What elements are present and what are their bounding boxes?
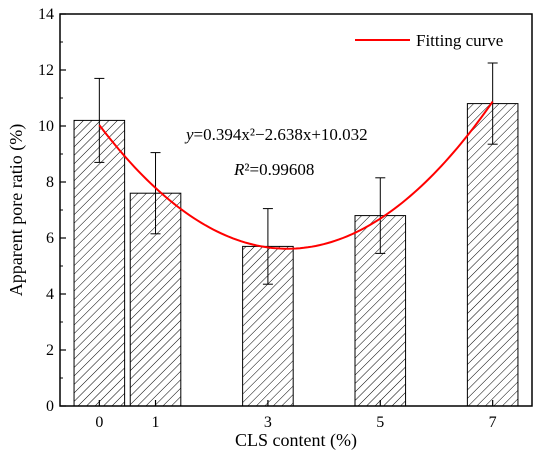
x-tick-label: 5 bbox=[376, 414, 384, 431]
bar-0 bbox=[73, 119, 126, 407]
error-bar-1 bbox=[150, 152, 161, 235]
y-tick-label: 6 bbox=[46, 230, 54, 247]
fit-equation: y=0.394x²−2.638x+10.032 bbox=[184, 125, 368, 144]
fit-curve bbox=[98, 101, 494, 250]
error-bar-7 bbox=[487, 62, 498, 145]
x-tick-label: 7 bbox=[489, 414, 497, 431]
y-tick-label: 10 bbox=[38, 118, 54, 135]
bar-7 bbox=[466, 103, 519, 407]
error-bar-0 bbox=[94, 77, 105, 163]
x-tick-label: 3 bbox=[264, 414, 272, 431]
y-tick-label: 14 bbox=[38, 6, 54, 23]
y-axis-title: Apparent pore ratio (%) bbox=[6, 124, 27, 296]
bars bbox=[73, 103, 519, 407]
legend: Fitting curve bbox=[355, 31, 503, 50]
x-ticks: 0 1 3 5 7 bbox=[95, 400, 497, 431]
error-bars bbox=[94, 62, 498, 285]
x-tick-label: 0 bbox=[95, 414, 103, 431]
y-tick-label: 8 bbox=[46, 174, 54, 191]
x-axis-title: CLS content (%) bbox=[235, 430, 357, 451]
x-tick-label: 1 bbox=[152, 414, 160, 431]
y-tick-label: 0 bbox=[46, 398, 54, 415]
y-tick-label: 4 bbox=[46, 286, 54, 303]
y-tick-label: 12 bbox=[38, 62, 54, 79]
error-bar-5 bbox=[375, 177, 386, 254]
fit-r-squared: R²=0.99608 bbox=[233, 160, 314, 179]
y-ticks: 0 2 4 6 8 10 12 14 bbox=[38, 6, 66, 415]
legend-label: Fitting curve bbox=[416, 31, 503, 50]
y-tick-label: 2 bbox=[46, 342, 54, 359]
